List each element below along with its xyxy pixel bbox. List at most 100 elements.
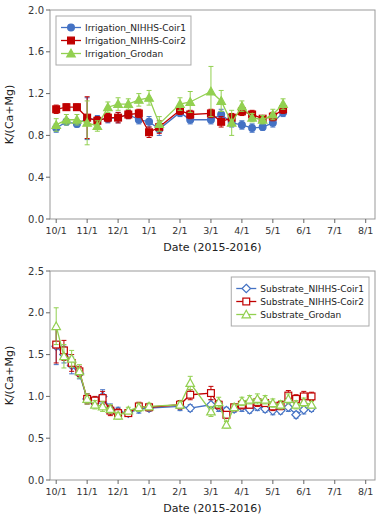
error-bar-cap xyxy=(208,399,213,400)
error-bar xyxy=(250,124,255,132)
x-tick xyxy=(334,480,335,484)
data-point xyxy=(115,114,122,121)
data-point xyxy=(177,401,184,408)
error-bar-cap xyxy=(54,118,59,119)
data-point xyxy=(104,103,113,111)
y-tick xyxy=(46,135,50,136)
error-bar-cap xyxy=(61,340,66,341)
error-bar-cap xyxy=(281,109,286,110)
error-bar-cap xyxy=(219,127,224,128)
error-bar-cap xyxy=(61,344,66,345)
y-tick xyxy=(46,396,50,397)
data-point xyxy=(284,403,293,412)
error-bar xyxy=(188,390,193,400)
legend-item: Substrate_Grodan xyxy=(236,310,341,320)
error-bar-cap xyxy=(188,389,193,390)
error-bar-cap xyxy=(147,105,152,106)
error-bar-cap xyxy=(85,403,90,404)
data-point xyxy=(91,401,100,409)
error-bar-cap xyxy=(147,90,152,91)
error-bar-cap xyxy=(157,131,162,132)
plot-frame xyxy=(50,271,375,480)
data-point xyxy=(269,399,278,407)
x-tick xyxy=(241,480,242,484)
data-point xyxy=(135,96,144,104)
error-bar xyxy=(208,386,213,399)
data-point xyxy=(186,379,195,387)
legend-label: Irrigation_Grodan xyxy=(85,49,163,59)
x-tick xyxy=(149,480,150,484)
error-bar-cap xyxy=(157,135,162,136)
error-bar-cap xyxy=(100,411,105,412)
error-bar-cap xyxy=(208,399,213,400)
y-tick xyxy=(46,480,50,481)
data-point xyxy=(146,118,153,125)
x-tick-label: 8/1 xyxy=(358,225,373,236)
legend-swatch-marker xyxy=(68,37,75,44)
error-bar-cap xyxy=(116,97,121,98)
error-bar-cap xyxy=(74,124,79,125)
legend-label: Substrate_Grodan xyxy=(260,310,341,320)
error-bar-cap xyxy=(116,110,121,111)
y-tick-label: 2.0 xyxy=(28,307,44,318)
y-tick-label: 2.0 xyxy=(28,5,44,16)
x-tick-label: 6/1 xyxy=(296,225,311,236)
data-point xyxy=(258,115,267,123)
legend-swatch-marker xyxy=(242,284,251,293)
error-bar-cap xyxy=(270,119,275,120)
legend-swatch-marker xyxy=(67,49,76,57)
series xyxy=(52,328,316,419)
x-tick-label: 11/1 xyxy=(76,486,97,497)
data-point xyxy=(214,398,223,406)
error-bar-cap xyxy=(301,391,306,392)
legend-label: Substrate_NIHHS-Coir2 xyxy=(260,297,364,307)
error-bar-cap xyxy=(229,110,234,111)
error-bar-cap xyxy=(147,137,152,138)
x-tick xyxy=(56,219,57,223)
x-tick xyxy=(303,480,304,484)
y-tick xyxy=(46,354,50,355)
y-tick-label: 1.6 xyxy=(28,46,44,57)
y-tick-label: 2.5 xyxy=(28,266,44,277)
legend-label: Irrigation_NIHHS-Coir2 xyxy=(85,36,186,46)
error-bar xyxy=(54,105,59,113)
error-bar-cap xyxy=(147,127,152,128)
series xyxy=(53,326,315,418)
error-bar-cap xyxy=(255,403,260,404)
x-tick-label: 7/1 xyxy=(327,486,342,497)
y-tick xyxy=(46,312,50,313)
data-point xyxy=(218,111,225,118)
x-tick xyxy=(303,219,304,223)
x-tick-label: 12/1 xyxy=(107,225,128,236)
data-point xyxy=(84,396,91,403)
x-tick xyxy=(56,480,57,484)
data-point xyxy=(222,421,231,429)
series xyxy=(53,98,287,140)
legend-label: Substrate_NIHHS-Coir1 xyxy=(260,284,364,294)
error-bar xyxy=(147,127,152,137)
data-point xyxy=(187,111,194,118)
error-bar-cap xyxy=(105,112,110,113)
error-bar xyxy=(224,411,229,418)
data-point xyxy=(146,129,153,136)
error-bar-cap xyxy=(208,116,213,117)
series-line xyxy=(56,326,311,425)
data-point xyxy=(67,355,76,363)
error-bar xyxy=(260,124,265,130)
error-bar xyxy=(116,112,121,122)
data-point xyxy=(292,401,301,409)
x-tick xyxy=(210,480,211,484)
error-bar-cap xyxy=(126,109,131,110)
data-point xyxy=(125,111,132,118)
error-bar xyxy=(64,104,69,110)
series-line xyxy=(56,346,311,415)
x-tick-label: 3/1 xyxy=(203,225,218,236)
data-point xyxy=(186,98,195,106)
error-bar-cap xyxy=(147,116,152,117)
data-point xyxy=(253,395,262,403)
data-point xyxy=(218,118,225,125)
error-bar-cap xyxy=(188,112,193,113)
error-bar-cap xyxy=(54,362,59,363)
error-bar xyxy=(126,110,131,118)
legend-label: Irrigation_NIHHS-Coir1 xyxy=(85,23,186,33)
